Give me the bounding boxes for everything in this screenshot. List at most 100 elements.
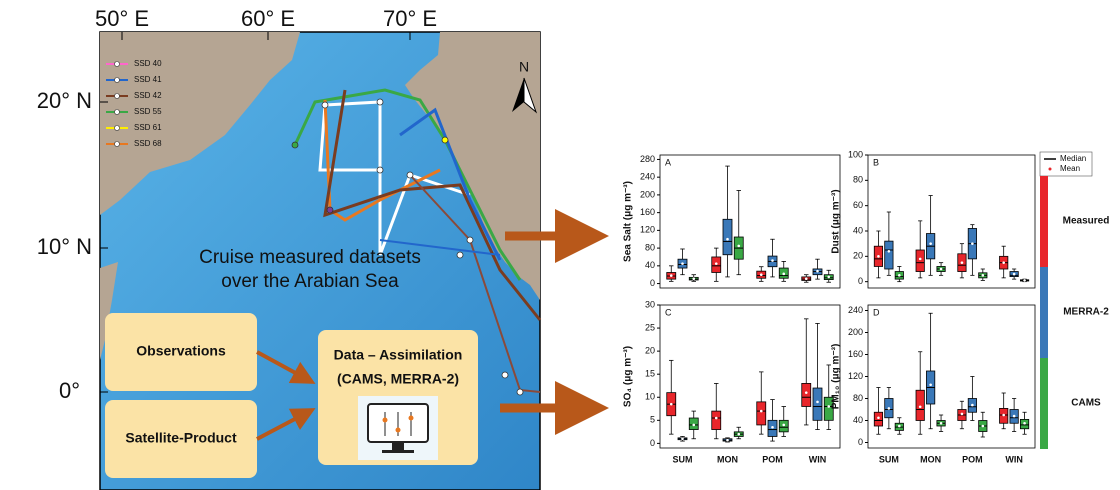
mean [888,250,891,253]
mean [726,238,729,241]
box [712,411,721,429]
y-tick-label: 30 [645,299,655,309]
mean [771,426,774,429]
mean [1023,422,1026,425]
mean [940,422,943,425]
x-tick-label: WIN [1005,454,1023,464]
mean [888,407,891,410]
lon-label: 70° E [383,6,437,31]
legend-swatch [1040,176,1048,267]
y-tick-label: 200 [848,327,863,337]
mean [982,425,985,428]
cruise-label: SSD 68 [134,139,162,148]
cruise-label: SSD 61 [134,123,162,132]
mean [971,404,974,407]
mean [737,245,740,248]
mean [805,391,808,394]
x-tick-label: MON [717,454,738,464]
mean [1002,261,1005,264]
y-tick-label: 0 [858,437,863,447]
legend-swatch [1040,358,1048,449]
lon-label: 50° E [95,6,149,31]
mean [692,277,695,280]
y-axis-label: SO₄ (μg m⁻³) [623,346,634,407]
y-tick-label: 40 [645,260,655,270]
box [885,241,893,269]
mean [961,261,964,264]
mean [760,410,763,413]
lat-label: 20° N [37,88,92,113]
x-tick-label: POM [962,454,983,464]
legend-median: Median [1060,154,1086,163]
mean [670,403,673,406]
mean [715,417,718,420]
y-tick-label: 80 [645,242,655,252]
box [757,402,766,425]
mean [929,383,932,386]
legend-label: MERRA-2 [1063,307,1109,318]
x-tick-label: WIN [809,454,827,464]
y-tick-label: 0 [858,276,863,286]
y-tick-label: 240 [640,172,655,182]
caption: over the Arabian Sea [221,271,399,292]
assimilation-label: Data – Assimilation [334,347,463,363]
mean [919,258,922,261]
y-tick-label: 40 [853,225,863,235]
mean [982,274,985,277]
cruise-swatch [115,78,120,83]
cruise-label: SSD 42 [134,91,162,100]
mean [715,262,718,265]
mean [971,242,974,245]
y-tick-label: 120 [640,225,655,235]
x-tick-label: SUM [673,454,693,464]
box [813,388,822,420]
panel-label: C [665,307,672,317]
y-tick-label: 80 [853,175,863,185]
mean [692,424,695,427]
y-axis-label: PM₁₀ (μg m⁻³) [831,344,842,410]
caption: Cruise measured datasets [199,247,421,268]
mean [782,273,785,276]
y-tick-label: 20 [645,346,655,356]
mean [760,273,763,276]
y-tick-label: 0 [650,438,655,448]
mean [1002,414,1005,417]
satellite-label: Satellite-Product [125,430,237,446]
y-tick-label: 20 [853,251,863,261]
mean [782,424,785,427]
y-tick-label: 80 [853,393,863,403]
mean [929,242,932,245]
legend-label: Measured [1063,216,1110,227]
y-tick-label: 160 [640,207,655,217]
y-tick-label: 200 [640,189,655,199]
y-tick-label: 120 [848,371,863,381]
mean [919,405,922,408]
mean [961,413,964,416]
observations-label: Observations [136,343,226,359]
lat-label: 0° [59,378,80,403]
box [916,390,924,420]
legend-label: CAMS [1071,398,1101,409]
graphical-abstract: 50° E 60° E 70° E 20° N 10° N 0° SSD 40S… [0,0,1120,490]
y-axis-label: Dust (μg m⁻³) [831,189,842,253]
mean [737,433,740,436]
x-tick-label: SUM [879,454,899,464]
x-tick-label: MON [920,454,941,464]
box [916,250,924,272]
y-tick-label: 0 [650,278,655,288]
mean [898,425,901,428]
cruise-label: SSD 41 [134,75,162,84]
panel-label: A [665,157,671,167]
y-tick-label: 160 [848,349,863,359]
mean [816,401,819,404]
lat-label: 10° N [37,234,92,259]
y-tick-label: 10 [645,392,655,402]
cruise-swatch [115,110,120,115]
y-tick-label: 25 [645,322,655,332]
panel-label: D [873,307,880,317]
y-tick-label: 240 [848,305,863,315]
y-tick-label: 5 [650,415,655,425]
computer-icon [358,396,438,460]
